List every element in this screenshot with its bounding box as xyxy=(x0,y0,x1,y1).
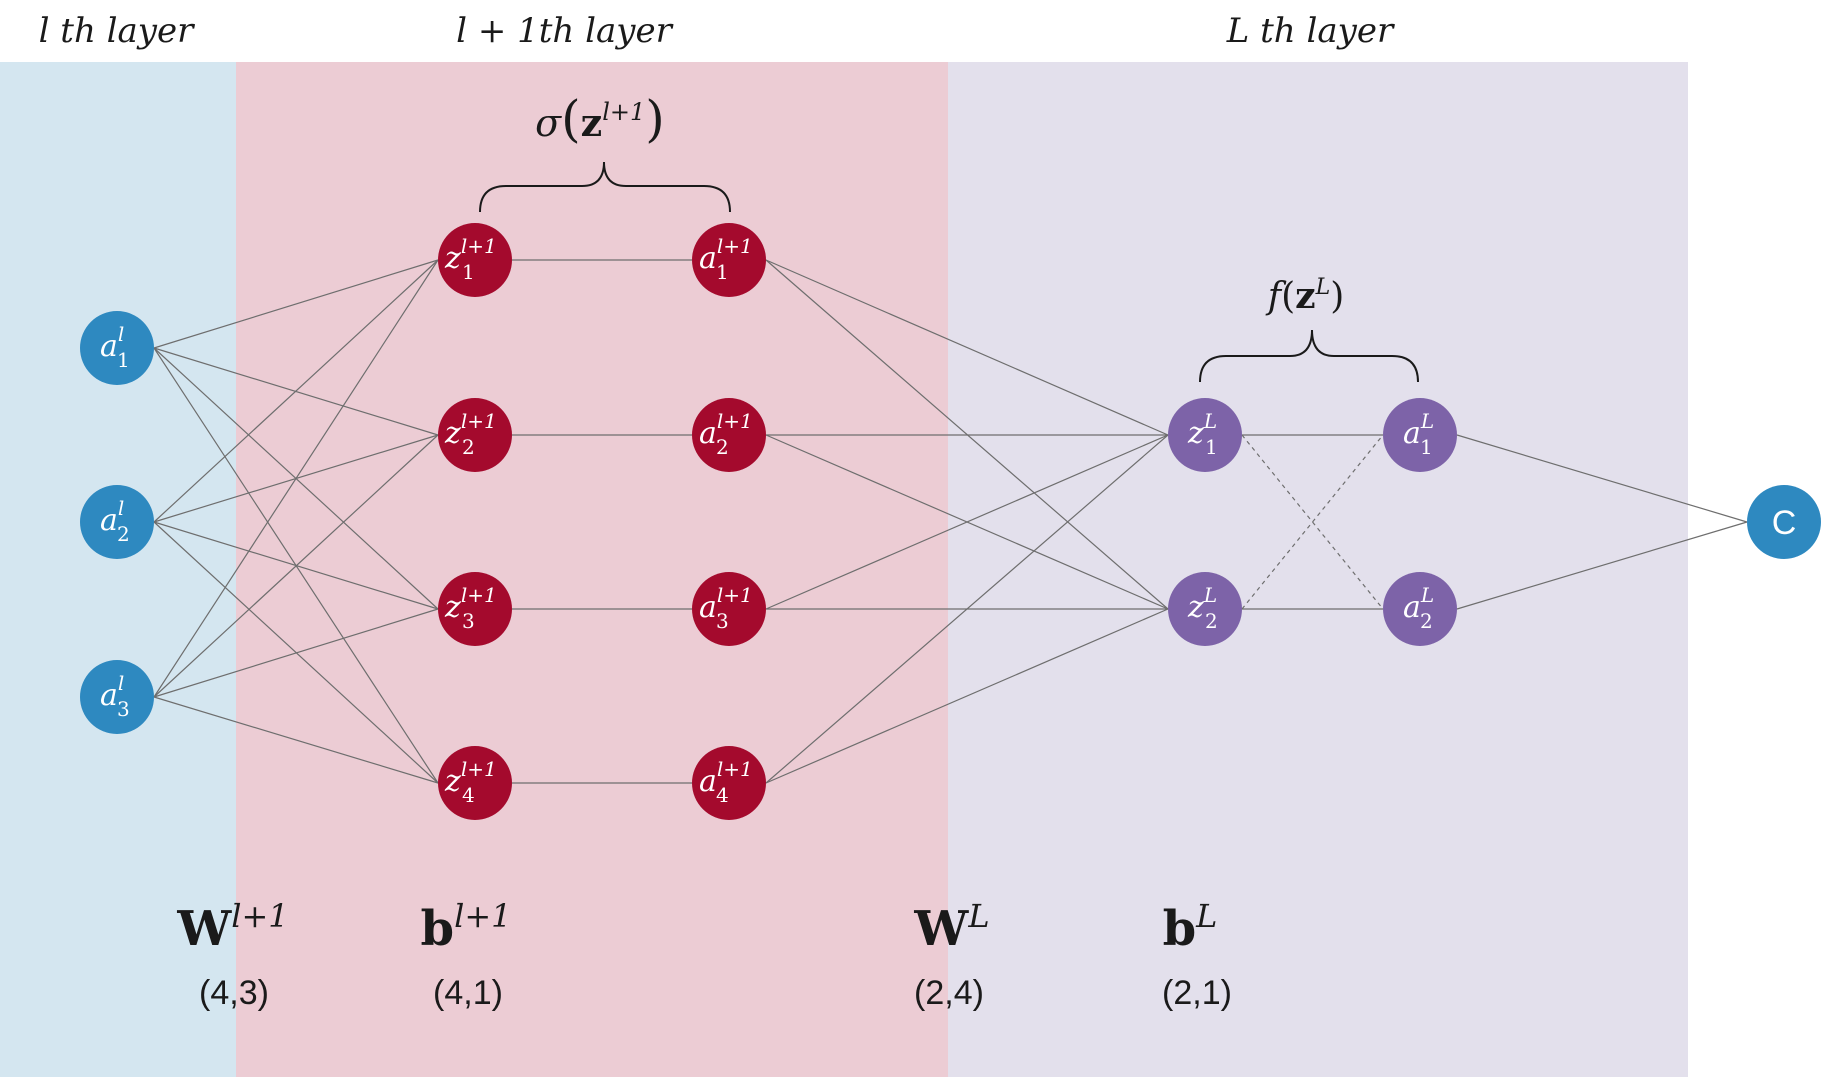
node-z2-l1-label: zl+1 2 xyxy=(444,409,497,459)
node-a1-L-circle xyxy=(1383,398,1457,472)
node-a2-l1-label: al+1 2 xyxy=(699,409,753,459)
l-layer-title: l th layer xyxy=(39,11,196,51)
node-a2-l-circle xyxy=(80,485,154,559)
param-b-l1: bl+1 (4,1) xyxy=(421,897,512,1012)
param-b-l1-shape: (4,1) xyxy=(433,974,503,1012)
node-a1-L-label: aL 1 xyxy=(1403,409,1434,459)
node-a3-l1-label: al+1 3 xyxy=(699,583,753,633)
node-z3-l1-circle xyxy=(438,572,512,646)
l-layer-band xyxy=(0,62,236,1077)
edge-a3-l-to-z1-l1 xyxy=(153,259,439,698)
param-W-L-symbol: WL xyxy=(913,897,989,957)
node-a4-l1-label: al+1 4 xyxy=(699,757,753,807)
param-W-l1-symbol: Wl+1 xyxy=(176,897,288,957)
node-z1-l1: zl+1 1 xyxy=(438,223,512,297)
edge-a1-l1-to-z1-L xyxy=(765,259,1169,436)
edge-a4-l1-to-z1-L xyxy=(765,434,1169,784)
sigma-brace xyxy=(479,161,731,213)
node-a4-l1-circle xyxy=(692,746,766,820)
node-a2-l: al 2 xyxy=(80,485,154,559)
L-layer-title: L th layer xyxy=(1226,11,1395,51)
param-W-L-shape: (2,4) xyxy=(914,974,984,1012)
f-label: f(zL) xyxy=(1265,275,1344,317)
node-a1-l: al 1 xyxy=(80,311,154,385)
node-a2-L-circle xyxy=(1383,572,1457,646)
param-b-L-symbol: bL xyxy=(1163,897,1218,957)
node-a2-l1: al+1 2 xyxy=(692,398,766,472)
node-a3-l-circle xyxy=(80,660,154,734)
edges xyxy=(153,259,1748,784)
nodes: al 1 al 2 al 3 zl+1 1 zl+1 2 zl+1 3 zl+1 4 al+1 1 al+1 2 a… xyxy=(80,223,1821,820)
edge-a2-L-to-cost xyxy=(1456,521,1748,610)
node-z2-L: zL 2 xyxy=(1168,572,1242,646)
param-W-L: WL (2,4) xyxy=(913,897,989,1012)
l1-layer-band xyxy=(236,62,948,1077)
node-z2-l1-circle xyxy=(438,398,512,472)
edge-z2-L-to-a1-L xyxy=(1241,434,1384,610)
node-cost: C xyxy=(1747,485,1821,559)
edge-a3-l-to-z4-l1 xyxy=(153,696,439,784)
node-z1-l1-circle xyxy=(438,223,512,297)
L-layer-band xyxy=(948,62,1688,1077)
edge-a3-l-to-z2-l1 xyxy=(153,434,439,698)
node-a3-l: al 3 xyxy=(80,660,154,734)
node-z4-l1-circle xyxy=(438,746,512,820)
node-a2-L: aL 2 xyxy=(1383,572,1457,646)
node-z1-L-circle xyxy=(1168,398,1242,472)
edge-a2-l-to-z1-l1 xyxy=(153,259,439,523)
node-a1-l-label: al 1 xyxy=(100,322,130,372)
node-a4-l1: al+1 4 xyxy=(692,746,766,820)
node-z4-l1-label: zl+1 4 xyxy=(444,757,497,807)
node-cost-circle xyxy=(1747,485,1821,559)
node-a3-l1-circle xyxy=(692,572,766,646)
node-z2-L-circle xyxy=(1168,572,1242,646)
edge-a3-l-to-z3-l1 xyxy=(153,608,439,698)
param-b-l1-symbol: bl+1 xyxy=(421,897,512,957)
edge-a1-l-to-z1-l1 xyxy=(153,259,439,349)
node-a3-l1: al+1 3 xyxy=(692,572,766,646)
node-a2-l1-circle xyxy=(692,398,766,472)
node-z2-l1: zl+1 2 xyxy=(438,398,512,472)
param-b-L: bL (2,1) xyxy=(1162,897,1232,1012)
node-z4-l1: zl+1 4 xyxy=(438,746,512,820)
edge-z1-L-to-a2-L xyxy=(1241,434,1384,610)
node-z3-l1-label: zl+1 3 xyxy=(444,583,497,633)
edge-a3-l1-to-z1-L xyxy=(765,434,1169,610)
f-brace xyxy=(1199,329,1419,383)
node-a2-l-label: al 2 xyxy=(100,496,130,546)
sigma-label: σ(zl+1) xyxy=(535,90,665,148)
node-a1-l1: al+1 1 xyxy=(692,223,766,297)
param-b-L-shape: (2,1) xyxy=(1162,974,1232,1012)
node-z1-L-label: zL 1 xyxy=(1187,409,1218,459)
node-z1-L: zL 1 xyxy=(1168,398,1242,472)
node-z3-l1: zl+1 3 xyxy=(438,572,512,646)
node-cost-label: C xyxy=(1772,504,1797,542)
node-a3-l-label: al 3 xyxy=(100,671,130,721)
node-a1-l1-circle xyxy=(692,223,766,297)
node-a1-L: aL 1 xyxy=(1383,398,1457,472)
node-a1-l1-label: al+1 1 xyxy=(699,234,753,284)
edge-a1-L-to-cost xyxy=(1456,434,1748,523)
node-a1-l-circle xyxy=(80,311,154,385)
l1-layer-title: l + 1th layer xyxy=(456,11,673,51)
node-a2-L-label: aL 2 xyxy=(1403,583,1434,633)
param-W-l1: Wl+1 (4,3) xyxy=(176,897,288,1012)
node-z2-L-label: zL 2 xyxy=(1187,583,1218,633)
node-z1-l1-label: zl+1 1 xyxy=(444,234,497,284)
param-W-l1-shape: (4,3) xyxy=(199,974,269,1012)
edge-a4-l1-to-z2-L xyxy=(765,608,1169,784)
